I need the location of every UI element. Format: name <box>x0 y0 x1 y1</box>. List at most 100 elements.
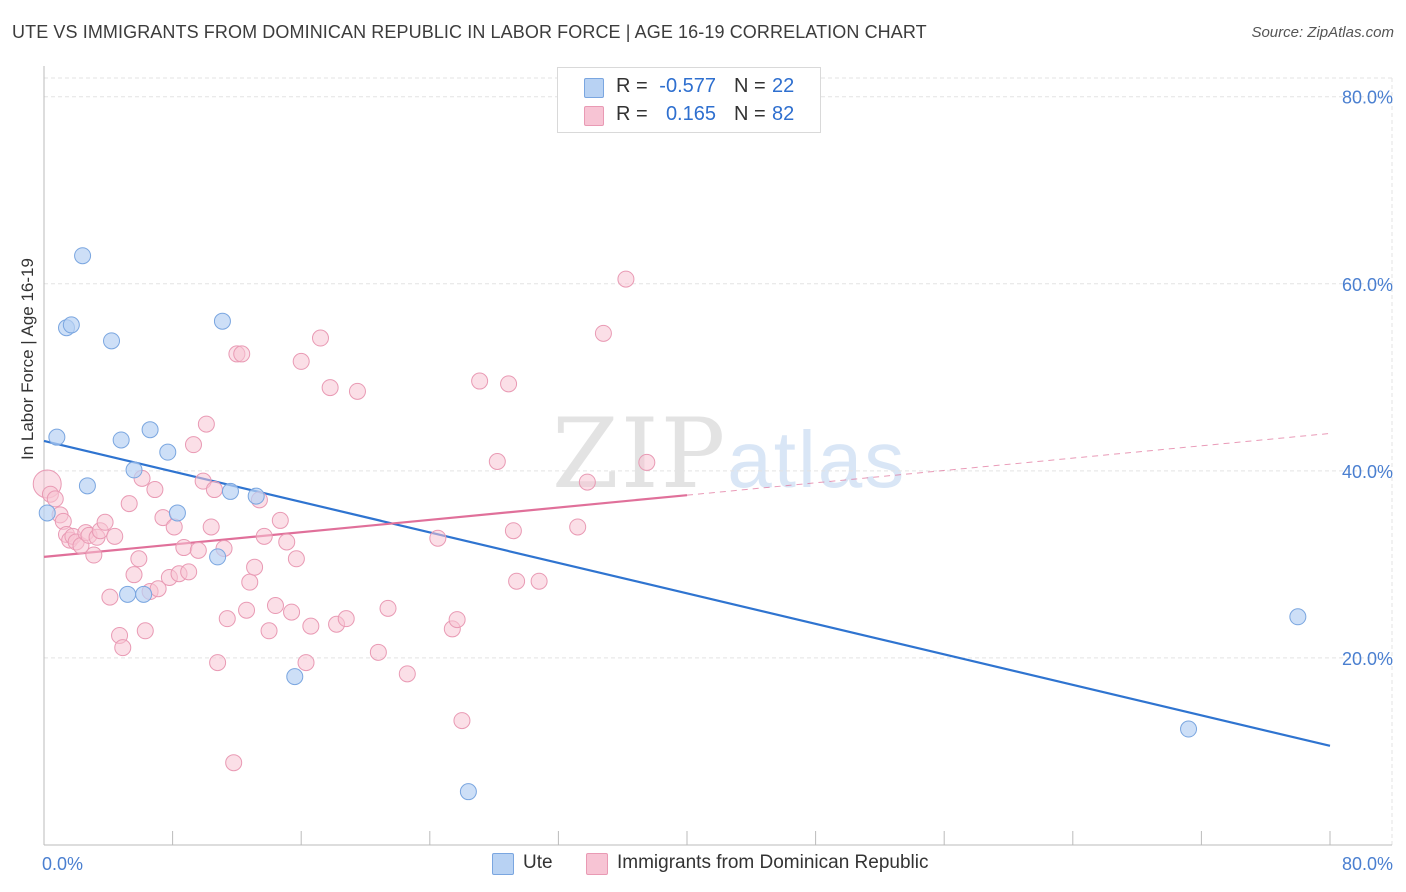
point-ute <box>168 504 186 522</box>
point-dominican <box>638 453 656 471</box>
x-tick-label-min: 0.0% <box>42 854 83 874</box>
point-dominican <box>241 573 259 591</box>
point-dominican <box>197 415 215 433</box>
legend-swatch-dominican <box>584 106 604 126</box>
legend-row-ute: R = -0.577 N = 22 <box>558 73 820 101</box>
chart-title: UTE VS IMMIGRANTS FROM DOMINICAN REPUBLI… <box>12 22 927 42</box>
point-dominican <box>578 473 596 491</box>
bottom-legend-swatch-dominican <box>586 853 608 875</box>
point-ute <box>1180 720 1198 738</box>
trend-lines <box>43 432 1331 747</box>
point-dominican <box>488 453 506 470</box>
point-dominican <box>311 329 329 347</box>
bottom-legend-label-ute: Ute <box>523 852 553 873</box>
point-dominican <box>266 597 284 615</box>
point-dominican <box>453 712 471 730</box>
legend-r-label: R = <box>616 75 648 97</box>
point-dominican <box>292 352 310 370</box>
point-dominican <box>225 754 243 772</box>
bottom-legend-label-dominican: Immigrants from Dominican Republic <box>617 852 929 873</box>
point-ute <box>74 247 92 265</box>
point-ute <box>286 668 304 686</box>
point-dominican <box>302 617 320 635</box>
point-dominican <box>471 372 489 390</box>
y-tick-label: 40.0% <box>1342 462 1393 482</box>
point-dominican <box>504 522 522 540</box>
legend-r-value-dominican: 0.165 <box>665 103 716 125</box>
point-dominican <box>569 518 587 536</box>
point-dominican <box>271 511 289 529</box>
watermark-atlas: atlas <box>727 415 907 504</box>
point-dominican <box>255 527 273 545</box>
point-dominican <box>594 324 612 342</box>
point-ute <box>459 783 477 801</box>
point-ute <box>103 332 121 350</box>
point-dominican <box>180 563 198 581</box>
point-dominican <box>246 558 264 576</box>
point-ute <box>119 585 137 603</box>
point-dominican <box>429 529 447 547</box>
y-tick-label: 20.0% <box>1342 649 1393 669</box>
point-ute <box>141 421 159 439</box>
point-dominican <box>500 375 518 393</box>
point-dominican <box>530 572 548 590</box>
point-dominican <box>233 345 251 363</box>
point-dominican <box>209 654 227 672</box>
point-dominican <box>348 382 366 400</box>
point-ute <box>78 477 96 495</box>
point-dominican <box>369 643 387 661</box>
point-dominican <box>136 622 154 640</box>
point-dominican <box>146 481 164 499</box>
point-dominican <box>184 436 202 454</box>
tick-labels: 20.0% 40.0% 60.0% 80.0% 0.0% 80.0% <box>42 88 1393 874</box>
series-ute-points <box>38 247 1307 801</box>
point-dominican <box>165 518 183 536</box>
point-ute <box>125 461 143 479</box>
point-ute <box>1289 608 1307 626</box>
watermark-zip: ZIP <box>552 398 728 510</box>
point-dominican <box>448 611 466 629</box>
point-ute <box>62 316 80 334</box>
trend-line-dominican-extrapolated <box>686 432 1331 496</box>
point-dominican <box>278 533 296 551</box>
point-dominican <box>321 379 339 397</box>
legend-r-label: R = <box>616 103 648 125</box>
point-ute <box>213 312 231 330</box>
point-dominican <box>260 622 278 640</box>
legend-n-label: N = <box>734 75 766 97</box>
correlation-legend: R = -0.577 N = 22 R = 0.165 N = 82 <box>557 67 821 133</box>
y-tick-label: 60.0% <box>1342 275 1393 295</box>
point-dominican <box>120 495 138 513</box>
point-ute <box>247 487 265 505</box>
point-dominican <box>218 610 236 628</box>
point-dominican <box>337 610 355 628</box>
point-dominican <box>398 665 416 683</box>
source-label: Source: ZipAtlas.com <box>1251 24 1394 41</box>
legend-r-value-ute: -0.577 <box>659 75 716 97</box>
point-ute <box>221 482 239 500</box>
watermark: ZIPatlas <box>552 398 906 510</box>
point-dominican <box>202 518 220 536</box>
point-ute <box>48 428 66 446</box>
point-dominican <box>114 639 132 657</box>
legend-n-label: N = <box>734 103 766 125</box>
point-dominican <box>297 654 315 672</box>
point-dominican <box>96 513 114 531</box>
point-dominican <box>46 490 64 508</box>
legend-n-value-ute: 22 <box>772 75 795 97</box>
point-dominican <box>125 566 143 584</box>
bottom-legend-swatch-ute <box>492 853 514 875</box>
point-ute <box>112 431 130 449</box>
legend-swatch-ute <box>584 78 604 98</box>
point-ute <box>209 548 227 566</box>
point-dominican <box>101 588 119 606</box>
point-ute <box>38 504 56 522</box>
point-dominican <box>287 550 305 568</box>
point-dominican <box>130 550 148 568</box>
point-dominican <box>238 601 256 619</box>
point-dominican <box>175 539 193 557</box>
point-dominican <box>205 481 223 499</box>
point-dominican <box>617 270 635 288</box>
legend-n-value-dominican: 82 <box>772 103 795 125</box>
